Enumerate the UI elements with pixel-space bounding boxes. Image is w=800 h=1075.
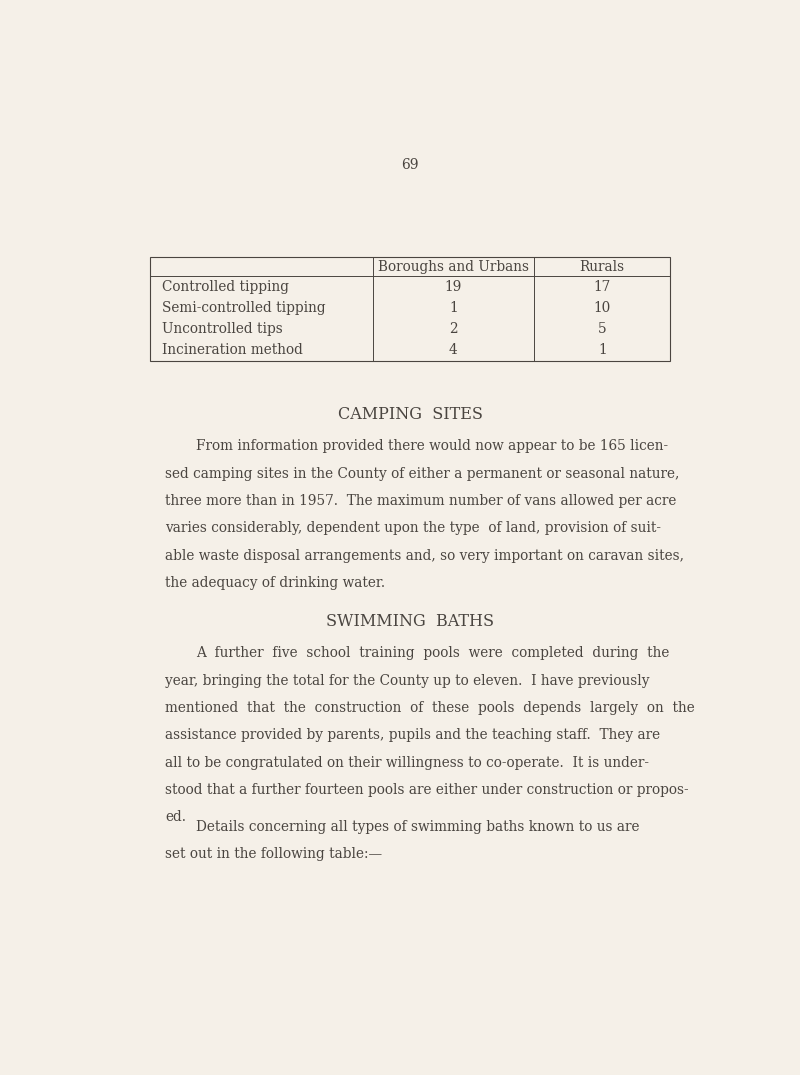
Text: stood that a further fourteen pools are either under construction or propos-: stood that a further fourteen pools are … [165, 783, 689, 797]
Text: 69: 69 [402, 158, 418, 172]
Text: mentioned  that  the  construction  of  these  pools  depends  largely  on  the: mentioned that the construction of these… [165, 701, 695, 715]
Text: From information provided there would now appear to be 165 licen-: From information provided there would no… [196, 440, 668, 454]
Text: Details concerning all types of swimming baths known to us are: Details concerning all types of swimming… [196, 820, 640, 834]
Text: set out in the following table:—: set out in the following table:— [165, 847, 382, 861]
Text: assistance provided by parents, pupils and the teaching staff.  They are: assistance provided by parents, pupils a… [165, 728, 660, 743]
Text: 4: 4 [449, 343, 458, 357]
Text: Uncontrolled tips: Uncontrolled tips [162, 322, 282, 336]
Text: 19: 19 [445, 280, 462, 293]
Text: Semi-controlled tipping: Semi-controlled tipping [162, 301, 326, 315]
Text: three more than in 1957.  The maximum number of vans allowed per acre: three more than in 1957. The maximum num… [165, 494, 677, 508]
Text: the adequacy of drinking water.: the adequacy of drinking water. [165, 576, 386, 590]
Text: 1: 1 [598, 343, 606, 357]
Text: varies considerably, dependent upon the type  of land, provision of suit-: varies considerably, dependent upon the … [165, 521, 661, 535]
Text: year, bringing the total for the County up to eleven.  I have previously: year, bringing the total for the County … [165, 674, 650, 688]
Text: 2: 2 [449, 322, 458, 336]
Text: able waste disposal arrangements and, so very important on caravan sites,: able waste disposal arrangements and, so… [165, 548, 684, 562]
Text: 5: 5 [598, 322, 606, 336]
Text: SWIMMING  BATHS: SWIMMING BATHS [326, 613, 494, 630]
Bar [150, 257, 670, 361]
Text: ed.: ed. [165, 811, 186, 825]
Text: 1: 1 [449, 301, 458, 315]
Text: sed camping sites in the County of either a permanent or seasonal nature,: sed camping sites in the County of eithe… [165, 467, 679, 481]
Text: CAMPING  SITES: CAMPING SITES [338, 406, 482, 424]
Text: Rurals: Rurals [580, 260, 625, 274]
Text: Incineration method: Incineration method [162, 343, 303, 357]
Text: 17: 17 [594, 280, 611, 293]
Text: 10: 10 [594, 301, 611, 315]
Text: Boroughs and Urbans: Boroughs and Urbans [378, 260, 529, 274]
Text: Controlled tipping: Controlled tipping [162, 280, 289, 293]
Text: A  further  five  school  training  pools  were  completed  during  the: A further five school training pools wer… [196, 646, 670, 660]
Text: all to be congratulated on their willingness to co-operate.  It is under-: all to be congratulated on their willing… [165, 756, 649, 770]
